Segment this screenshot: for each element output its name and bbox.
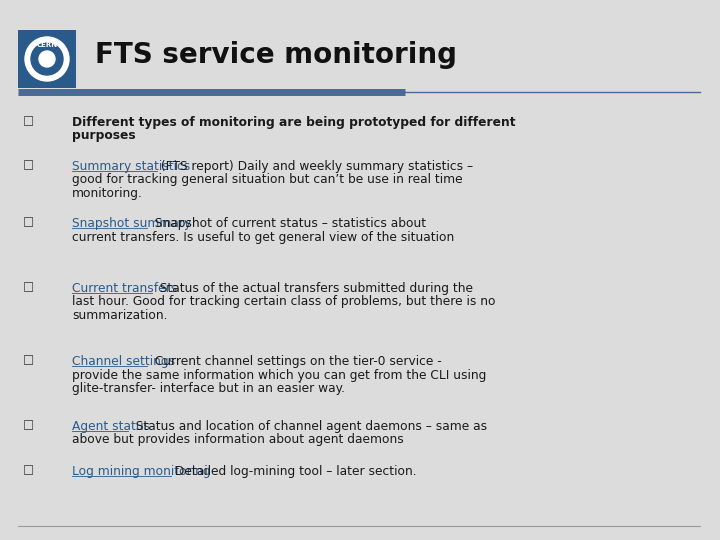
Text: Agent status: Agent status xyxy=(72,420,150,433)
Text: last hour. Good for tracking certain class of problems, but there is no: last hour. Good for tracking certain cla… xyxy=(72,295,495,308)
Text: purposes: purposes xyxy=(72,130,135,143)
Text: Log mining monitoring: Log mining monitoring xyxy=(72,465,211,478)
Circle shape xyxy=(25,37,69,81)
Text: Different types of monitoring are being prototyped for different: Different types of monitoring are being … xyxy=(72,116,516,129)
Text: good for tracking general situation but can’t be use in real time: good for tracking general situation but … xyxy=(72,173,463,186)
Text: monitoring.: monitoring. xyxy=(72,187,143,200)
Text: Current transfers: Current transfers xyxy=(72,282,177,295)
Text: Status of the actual transfers submitted during the: Status of the actual transfers submitted… xyxy=(152,282,473,295)
Text: glite-transfer- interface but in an easier way.: glite-transfer- interface but in an easi… xyxy=(72,382,345,395)
Text: □: □ xyxy=(22,280,34,293)
Text: □: □ xyxy=(22,215,34,228)
Text: Summary statistics: Summary statistics xyxy=(72,160,190,173)
Text: □: □ xyxy=(22,114,34,127)
Text: provide the same information which you can get from the CLI using: provide the same information which you c… xyxy=(72,368,487,381)
Text: Current channel settings on the tier-0 service -: Current channel settings on the tier-0 s… xyxy=(148,355,442,368)
Text: Status and location of channel agent daemons – same as: Status and location of channel agent dae… xyxy=(128,420,487,433)
Circle shape xyxy=(31,43,63,75)
Text: current transfers. Is useful to get general view of the situation: current transfers. Is useful to get gene… xyxy=(72,231,454,244)
Text: Detailed log-mining tool – later section.: Detailed log-mining tool – later section… xyxy=(171,465,416,478)
Text: summarization.: summarization. xyxy=(72,309,168,322)
Text: □: □ xyxy=(22,418,34,431)
FancyBboxPatch shape xyxy=(18,30,76,88)
Text: CERN: CERN xyxy=(37,42,58,48)
Circle shape xyxy=(39,51,55,67)
Text: Snapshot summary: Snapshot summary xyxy=(72,217,192,230)
Text: □: □ xyxy=(22,353,34,366)
Text: Channel settings: Channel settings xyxy=(72,355,175,368)
Text: □: □ xyxy=(22,158,34,171)
Text: (FTS report) Daily and weekly summary statistics –: (FTS report) Daily and weekly summary st… xyxy=(157,160,473,173)
Text: □: □ xyxy=(22,463,34,476)
Text: Snapshot of current status – statistics about: Snapshot of current status – statistics … xyxy=(148,217,426,230)
Text: above but provides information about agent daemons: above but provides information about age… xyxy=(72,434,404,447)
Text: FTS service monitoring: FTS service monitoring xyxy=(95,41,457,69)
